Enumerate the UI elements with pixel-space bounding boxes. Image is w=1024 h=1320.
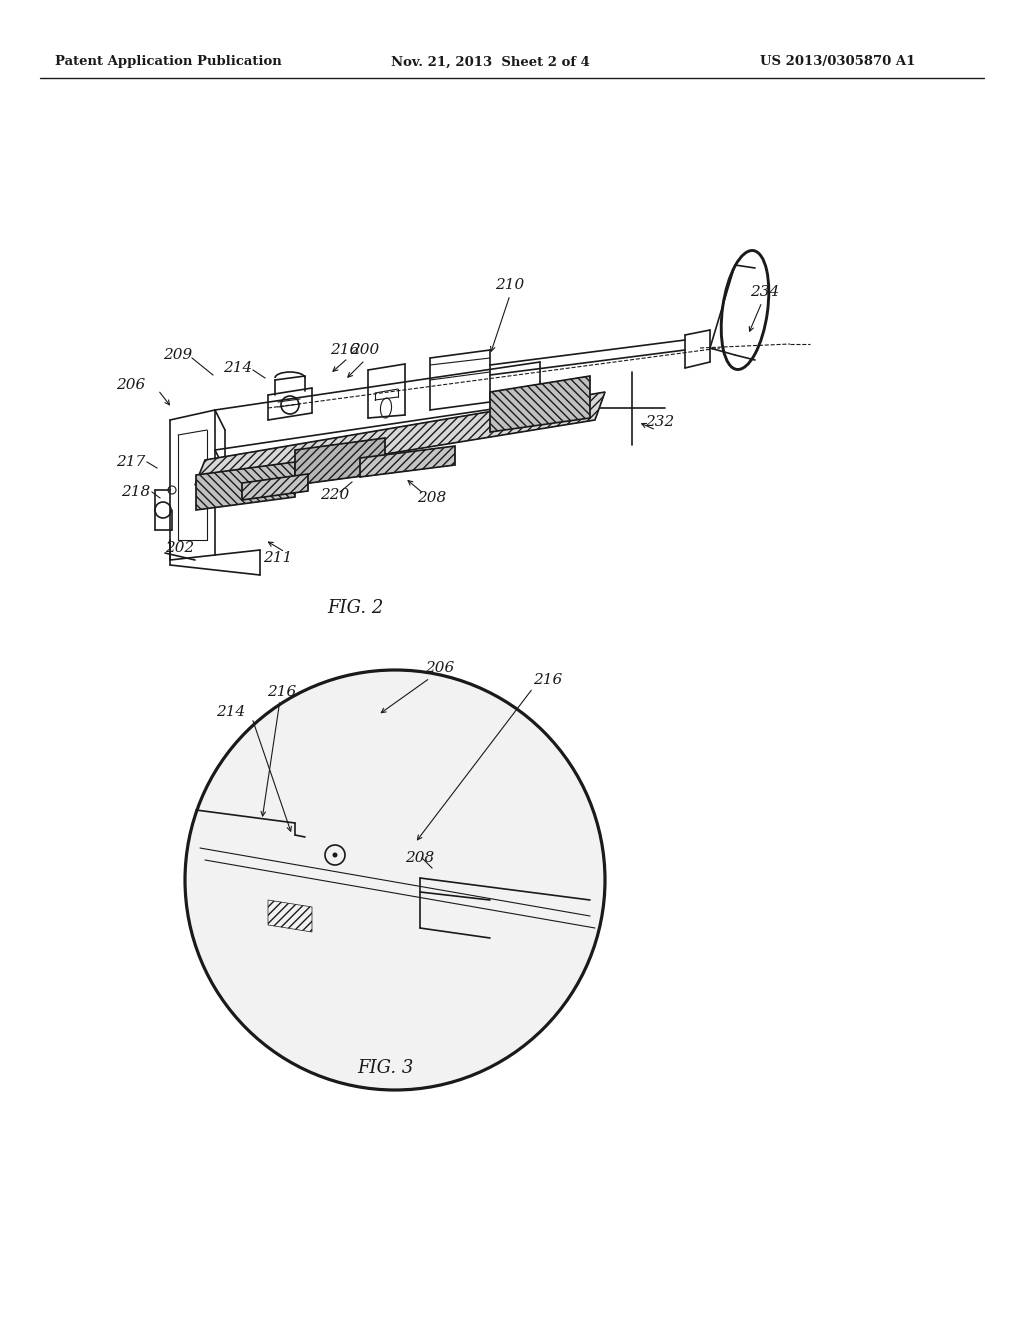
Text: 208: 208 bbox=[406, 851, 434, 865]
Polygon shape bbox=[360, 446, 455, 477]
Text: 214: 214 bbox=[216, 705, 245, 719]
Polygon shape bbox=[490, 376, 590, 432]
Circle shape bbox=[333, 853, 338, 858]
Text: 218: 218 bbox=[121, 484, 150, 499]
Text: 216: 216 bbox=[331, 343, 359, 356]
Text: 206: 206 bbox=[116, 378, 145, 392]
Text: 200: 200 bbox=[350, 343, 380, 356]
Polygon shape bbox=[195, 392, 605, 484]
Polygon shape bbox=[196, 462, 295, 510]
Text: 209: 209 bbox=[163, 348, 193, 362]
Text: 202: 202 bbox=[165, 541, 195, 554]
Text: 210: 210 bbox=[496, 279, 524, 292]
Text: 232: 232 bbox=[645, 414, 675, 429]
Text: Patent Application Publication: Patent Application Publication bbox=[55, 55, 282, 69]
Text: FIG. 2: FIG. 2 bbox=[327, 599, 383, 616]
Text: 206: 206 bbox=[425, 661, 455, 675]
Text: 211: 211 bbox=[263, 550, 293, 565]
Text: 220: 220 bbox=[321, 488, 349, 502]
Text: 216: 216 bbox=[534, 673, 562, 686]
Circle shape bbox=[185, 671, 605, 1090]
Text: 216: 216 bbox=[267, 685, 297, 700]
Text: 234: 234 bbox=[751, 285, 779, 300]
Text: 217: 217 bbox=[116, 455, 145, 469]
Text: Nov. 21, 2013  Sheet 2 of 4: Nov. 21, 2013 Sheet 2 of 4 bbox=[390, 55, 590, 69]
Polygon shape bbox=[242, 474, 308, 500]
Text: FIG. 3: FIG. 3 bbox=[356, 1059, 414, 1077]
Text: 214: 214 bbox=[223, 360, 252, 375]
Polygon shape bbox=[295, 438, 385, 484]
Text: 208: 208 bbox=[418, 491, 446, 506]
Text: US 2013/0305870 A1: US 2013/0305870 A1 bbox=[760, 55, 915, 69]
